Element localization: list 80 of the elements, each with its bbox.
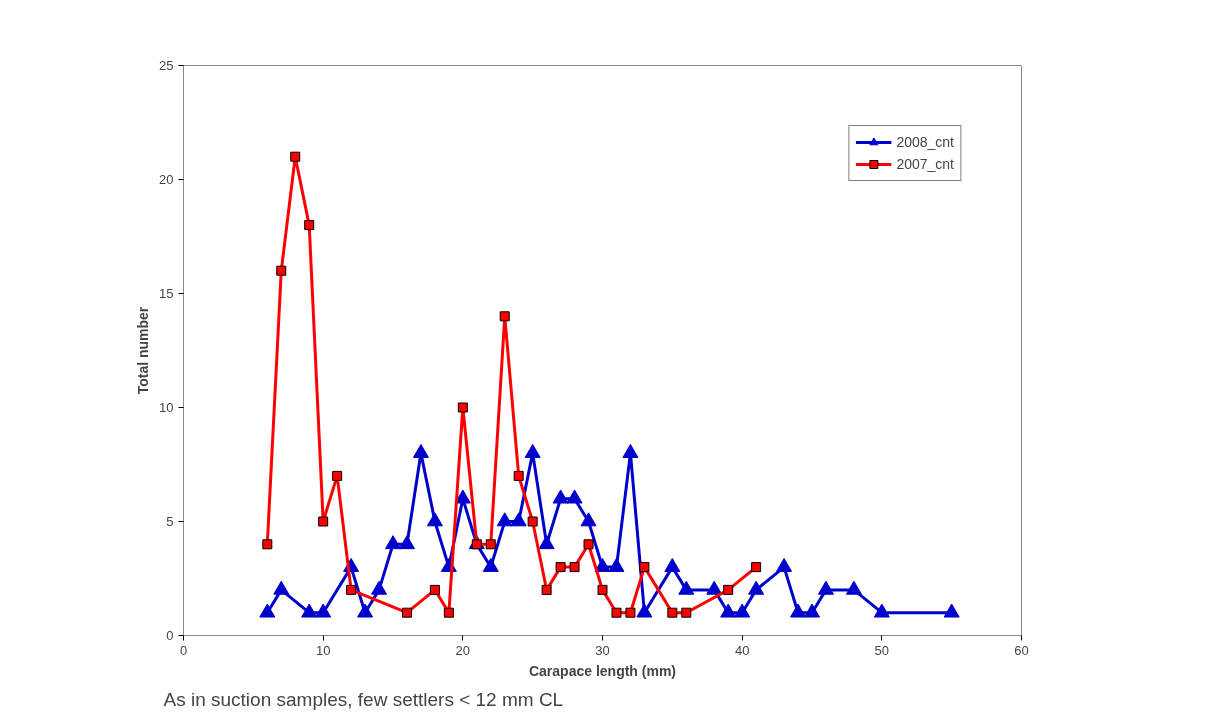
point bbox=[611, 607, 622, 618]
point bbox=[398, 535, 415, 550]
point bbox=[262, 539, 273, 550]
y-tick-label: 0 bbox=[166, 628, 174, 643]
y-tick-label: 10 bbox=[159, 400, 174, 415]
point bbox=[845, 580, 862, 595]
point bbox=[513, 470, 524, 481]
point bbox=[723, 584, 734, 595]
point bbox=[527, 516, 538, 527]
point bbox=[943, 603, 960, 618]
point bbox=[720, 603, 737, 618]
point bbox=[790, 603, 807, 618]
point bbox=[569, 562, 580, 573]
x-tick-label: 40 bbox=[734, 642, 750, 658]
point bbox=[496, 512, 513, 527]
point bbox=[276, 265, 287, 276]
point bbox=[385, 535, 401, 550]
x-tick-label: 30 bbox=[595, 642, 610, 658]
point bbox=[583, 539, 594, 550]
point bbox=[566, 489, 583, 504]
y-axis-title: Total number bbox=[135, 306, 152, 395]
point bbox=[681, 607, 692, 618]
point bbox=[639, 562, 650, 573]
x-tick-label: 10 bbox=[315, 642, 331, 658]
point bbox=[597, 584, 608, 595]
point bbox=[667, 607, 678, 618]
point bbox=[873, 603, 890, 618]
point bbox=[371, 580, 388, 595]
point bbox=[622, 443, 639, 458]
point bbox=[538, 535, 555, 550]
y-tick-label: 20 bbox=[159, 172, 174, 187]
point bbox=[443, 607, 454, 618]
point bbox=[608, 557, 625, 572]
y-tick-label: 15 bbox=[159, 286, 174, 301]
point bbox=[817, 580, 834, 595]
point bbox=[304, 220, 315, 231]
point bbox=[804, 603, 820, 618]
point bbox=[541, 584, 552, 595]
point bbox=[259, 603, 276, 618]
point bbox=[290, 151, 301, 162]
point bbox=[346, 584, 357, 595]
y-tick-label: 25 bbox=[159, 58, 174, 73]
point bbox=[315, 603, 332, 618]
point bbox=[524, 443, 541, 458]
point bbox=[357, 603, 374, 618]
x-tick-label: 50 bbox=[874, 642, 890, 658]
point bbox=[748, 580, 765, 595]
point bbox=[552, 489, 569, 504]
point bbox=[412, 443, 429, 458]
point bbox=[301, 603, 318, 618]
x-axis-title: Carapace length (mm) bbox=[528, 662, 677, 679]
point bbox=[734, 603, 751, 618]
point bbox=[625, 607, 636, 618]
legend-label: 2007_cnt bbox=[896, 156, 954, 172]
x-tick-label: 0 bbox=[179, 642, 188, 658]
text: As in suction samples, few settlers < 12 mm CL bbox=[163, 688, 564, 710]
point bbox=[510, 512, 527, 527]
point bbox=[426, 512, 443, 527]
point bbox=[776, 557, 793, 572]
point bbox=[706, 580, 723, 595]
point bbox=[429, 584, 440, 595]
point bbox=[482, 557, 499, 572]
x-tick-label: 60 bbox=[1014, 642, 1029, 658]
y-tick-label: 5 bbox=[166, 514, 174, 529]
legend-label: 2008_cnt bbox=[896, 134, 954, 150]
point bbox=[678, 580, 695, 595]
point bbox=[594, 557, 611, 572]
point bbox=[273, 580, 290, 595]
point bbox=[580, 512, 597, 527]
x-tick-label: 20 bbox=[455, 642, 471, 658]
point bbox=[401, 607, 412, 618]
point bbox=[499, 311, 510, 322]
point bbox=[485, 539, 496, 550]
point bbox=[751, 562, 762, 573]
point bbox=[457, 402, 468, 413]
point bbox=[332, 470, 343, 481]
point bbox=[636, 603, 653, 618]
point bbox=[555, 562, 566, 573]
point bbox=[664, 557, 681, 572]
point bbox=[318, 516, 329, 527]
